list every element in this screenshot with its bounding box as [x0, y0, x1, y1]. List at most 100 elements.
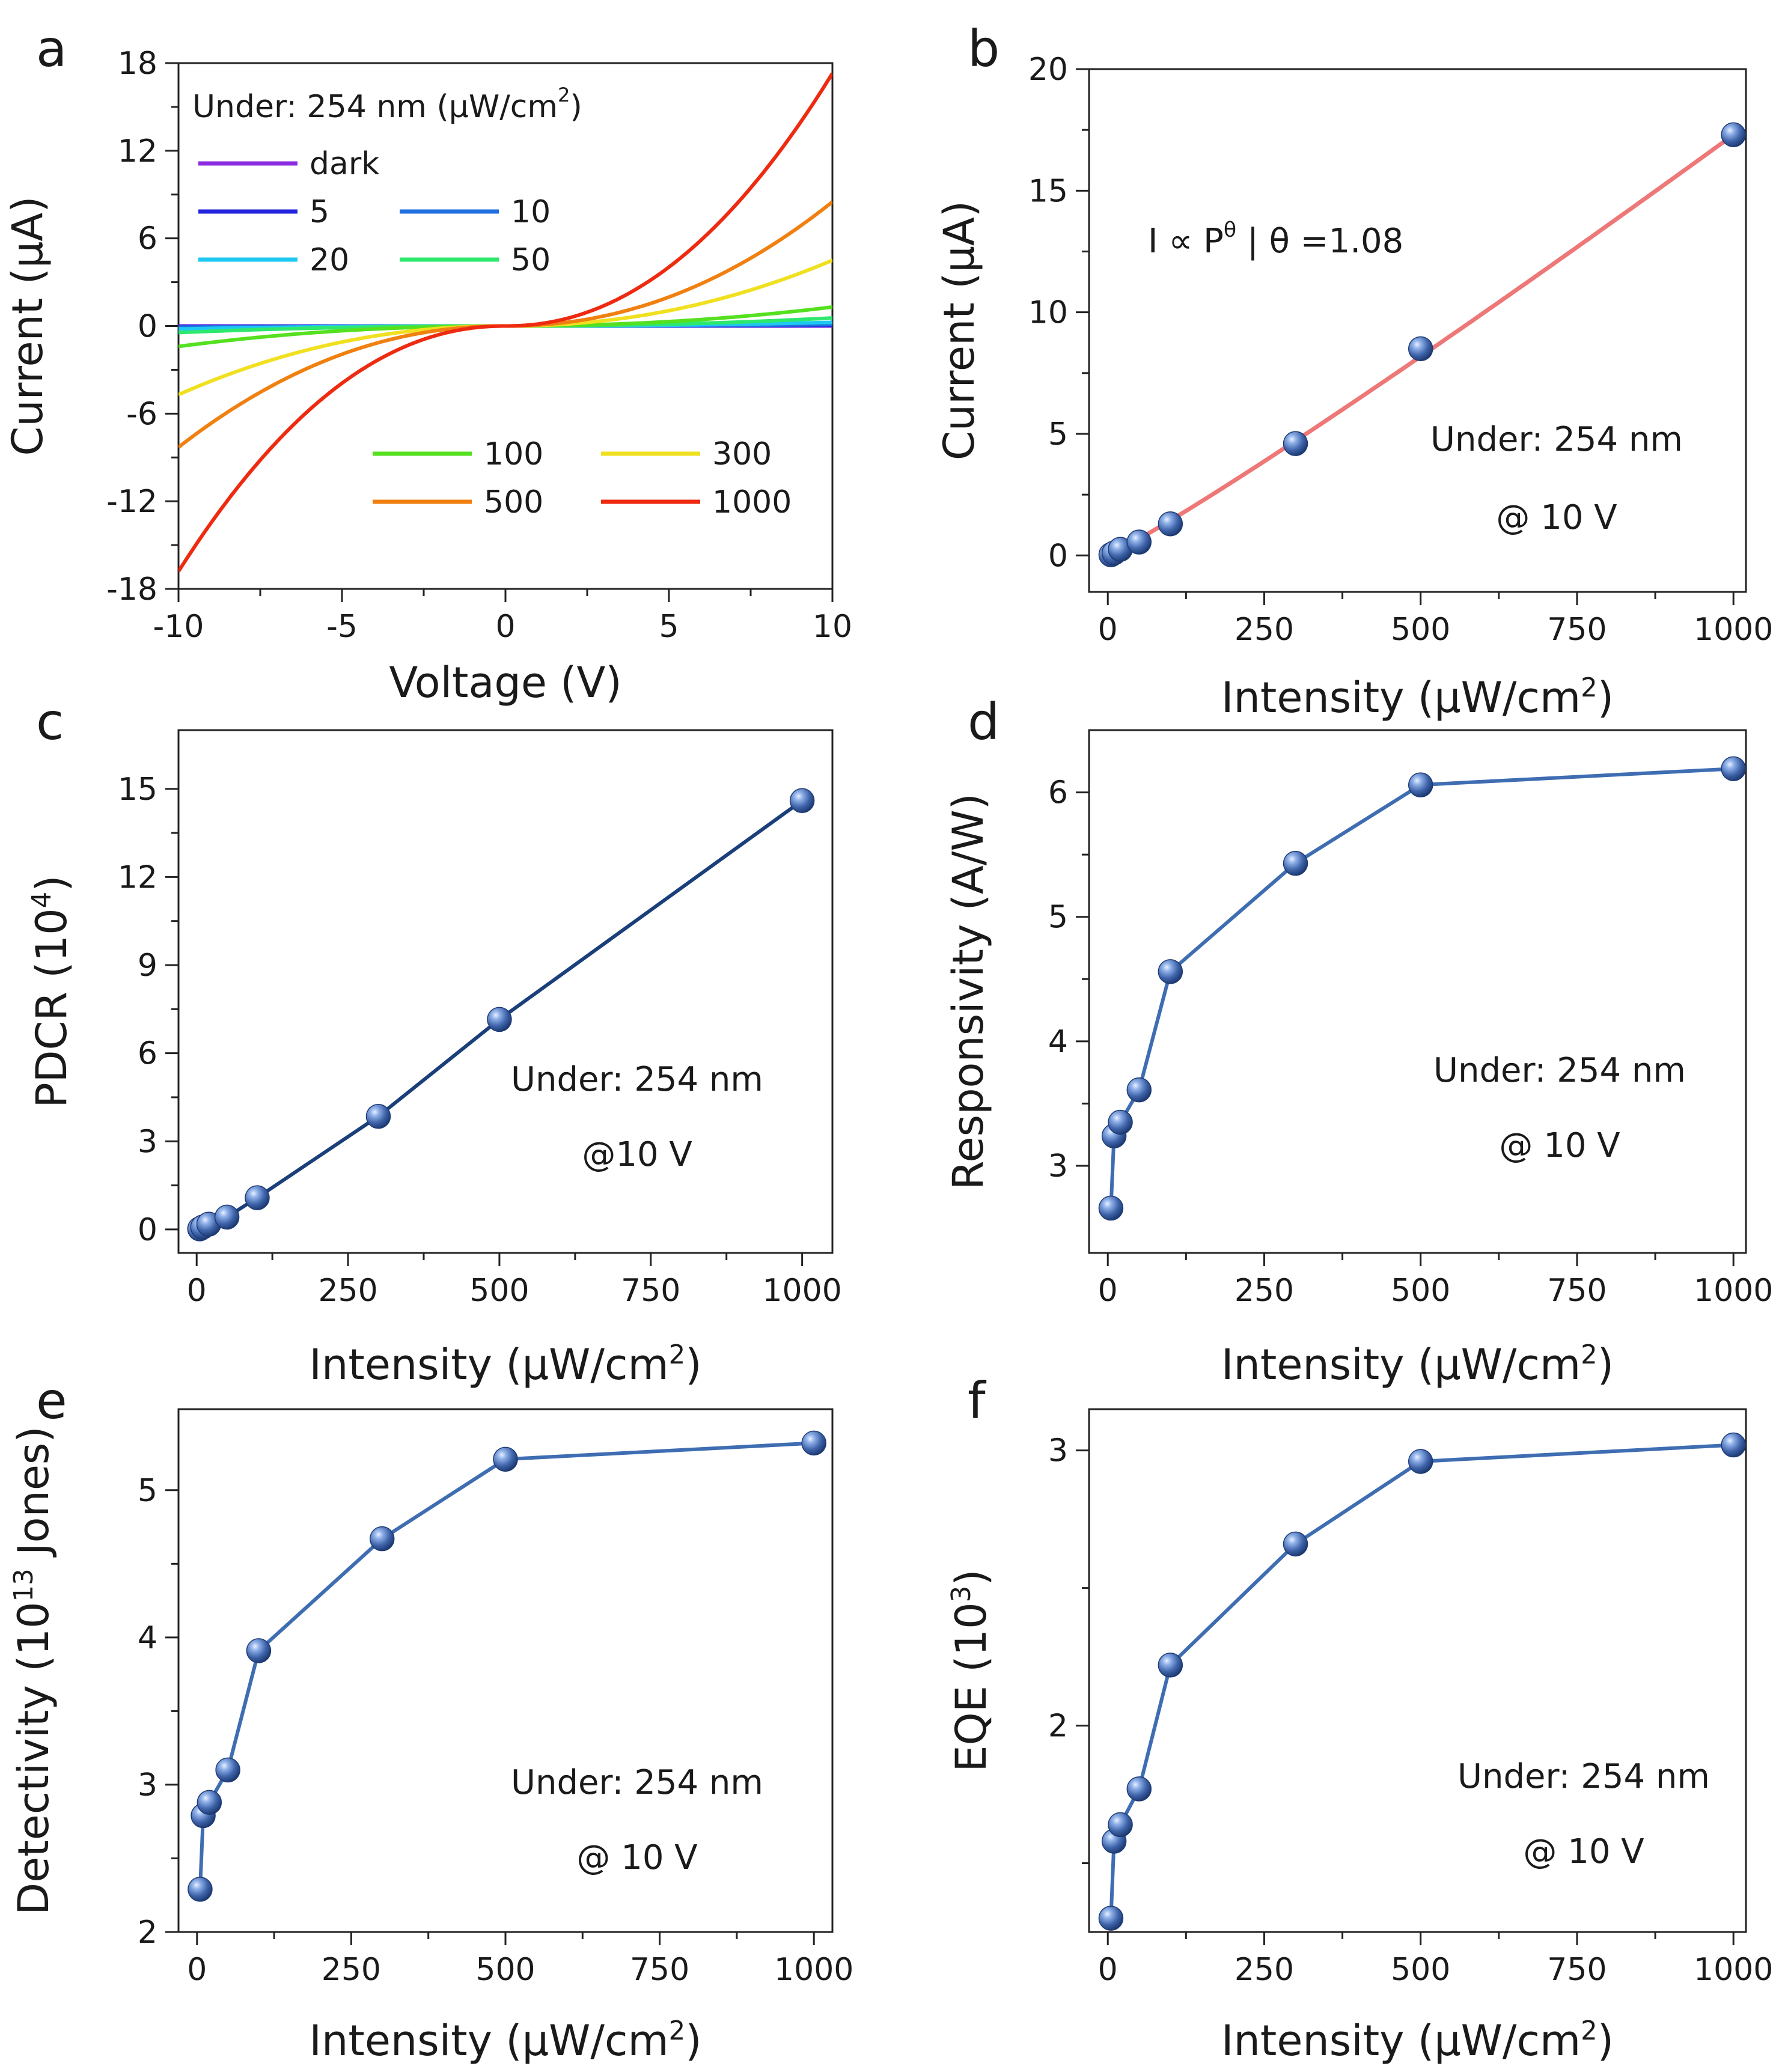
data-point: [188, 1877, 213, 1902]
x-axis-label: Intensity (μW/cm2): [309, 1340, 701, 1389]
y-tick-label: 3: [138, 1767, 157, 1803]
y-tick-label: 0: [138, 1212, 157, 1248]
data-point: [246, 1638, 272, 1663]
y-axis-label-part: Detectivity (10: [9, 1601, 58, 1915]
x-axis-label-part: Intensity (μW/cm: [309, 1340, 668, 1389]
annotation-text: @ 10 V: [1523, 1832, 1644, 1871]
data-point: [1098, 1195, 1124, 1221]
data-point: [1158, 1653, 1183, 1678]
data-point: [1108, 1812, 1133, 1838]
y-tick-label: 5: [1048, 900, 1068, 936]
x-tick-label: 500: [475, 1952, 535, 1988]
x-axis-label-superscript: 2: [1581, 673, 1598, 703]
y-tick-label: 4: [1048, 1024, 1068, 1060]
y-tick-label: 15: [1028, 173, 1068, 209]
legend-label: 10: [511, 194, 551, 230]
y-tick-label: 2: [138, 1915, 157, 1951]
data-point: [1721, 122, 1746, 148]
x-axis-label: Intensity (μW/cm2): [1221, 673, 1614, 722]
annotation-text: Under: 254 nm: [1433, 1051, 1686, 1090]
x-tick-label: 0: [495, 609, 515, 645]
data-point: [1408, 1449, 1433, 1474]
x-axis-label: Intensity (μW/cm2): [1221, 1340, 1614, 1389]
data-point: [487, 1007, 512, 1032]
y-axis-label-part: EQE (10: [947, 1602, 996, 1772]
x-axis-label-part: ): [685, 1340, 701, 1389]
x-tick-label: 500: [1391, 1952, 1450, 1988]
annotation-text: Under: 254 nm: [1430, 420, 1683, 459]
x-axis-label: Intensity (μW/cm2): [1221, 2016, 1614, 2065]
x-tick-label: 0: [187, 1273, 207, 1309]
y-tick-label: 6: [1048, 775, 1068, 811]
y-axis-label-part: Jones): [9, 1426, 58, 1568]
y-axis-label: Responsivity (A/W): [944, 793, 993, 1190]
x-tick-label: 750: [1547, 612, 1607, 648]
panel-d: d 0 250 500 750 1000 3 4 5 6 Intensity (μW/cm2) Res…: [944, 692, 1773, 1389]
data-point: [1721, 1432, 1746, 1458]
legend-title-part: Under: 254 nm (μW/cm: [192, 89, 558, 125]
x-tick-label: 0: [1098, 1952, 1118, 1988]
data-point: [1408, 772, 1433, 797]
data-line: [198, 1441, 814, 1890]
data-point: [801, 1430, 826, 1456]
y-axis-label: Detectivity (1013 Jones): [9, 1426, 58, 1915]
panel-letter: c: [36, 692, 64, 751]
panel-letter: b: [968, 19, 999, 78]
data-point: [1721, 756, 1746, 781]
legend-label: 100: [484, 436, 543, 472]
annotation-text: Under: 254 nm: [511, 1060, 763, 1099]
plot-frame: [1088, 729, 1747, 1254]
legend-label: dark: [310, 146, 379, 182]
legend-title: Under: 254 nm (μW/cm2): [192, 84, 582, 125]
panel-letter: d: [968, 692, 999, 751]
x-tick-label: 500: [469, 1273, 529, 1309]
x-axis-label-part: ): [685, 2016, 701, 2065]
x-axis-label-part: ): [1598, 1340, 1614, 1389]
data-point: [1126, 529, 1152, 555]
y-tick-label: 3: [138, 1124, 157, 1160]
legend-label: 500: [484, 484, 543, 520]
y-tick-label: 5: [1048, 416, 1068, 452]
panel-a: a -10 -5 0 5 10 -18 -12 -6 0 6 12 18 Voltage (V) Curre…: [3, 19, 852, 707]
y-tick-label: 5: [138, 1473, 157, 1509]
annotation-text: Under: 254 nm: [511, 1763, 763, 1802]
x-tick-label: 0: [1098, 612, 1118, 648]
x-tick-label: 500: [1391, 612, 1450, 648]
y-tick-label: 9: [138, 948, 157, 984]
x-tick-label: 250: [322, 1952, 381, 1988]
y-tick-label: 15: [118, 772, 157, 808]
x-tick-label: 10: [813, 609, 852, 645]
y-tick-label: 12: [118, 859, 157, 895]
x-axis-label-superscript: 2: [1581, 1340, 1598, 1370]
y-tick-label: -18: [106, 571, 157, 608]
y-tick-label: 0: [1048, 538, 1068, 574]
legend-label: 300: [712, 436, 772, 472]
annotation-text: @ 10 V: [576, 1838, 697, 1877]
x-axis-label-part: ): [1598, 673, 1614, 722]
panel-letter: a: [36, 19, 67, 78]
legend-title-part: ): [570, 89, 582, 125]
data-point: [365, 1103, 391, 1129]
data-point: [1158, 511, 1183, 537]
plot-frame: [177, 1408, 834, 1933]
data-point: [1283, 431, 1308, 456]
plot-frame: [177, 729, 834, 1254]
data-point: [1158, 959, 1183, 984]
x-axis-label: Voltage (V): [389, 658, 621, 707]
y-tick-label: 6: [138, 1036, 157, 1072]
y-axis-label: PDCR (104): [27, 875, 76, 1108]
fit-label-part: I ∝ P: [1148, 222, 1224, 261]
legend-label: 50: [511, 242, 551, 278]
x-tick-label: -5: [326, 609, 358, 645]
annotation-text: @ 10 V: [1499, 1126, 1620, 1165]
y-tick-label: 6: [138, 221, 157, 257]
x-tick-label: 1000: [1694, 612, 1773, 648]
data-point: [369, 1526, 395, 1552]
series-group: [179, 72, 832, 573]
x-axis-label: Intensity (μW/cm2): [309, 2016, 701, 2065]
data-point: [197, 1790, 222, 1815]
series-line-1000: [179, 72, 832, 573]
data-point: [1126, 1776, 1152, 1802]
